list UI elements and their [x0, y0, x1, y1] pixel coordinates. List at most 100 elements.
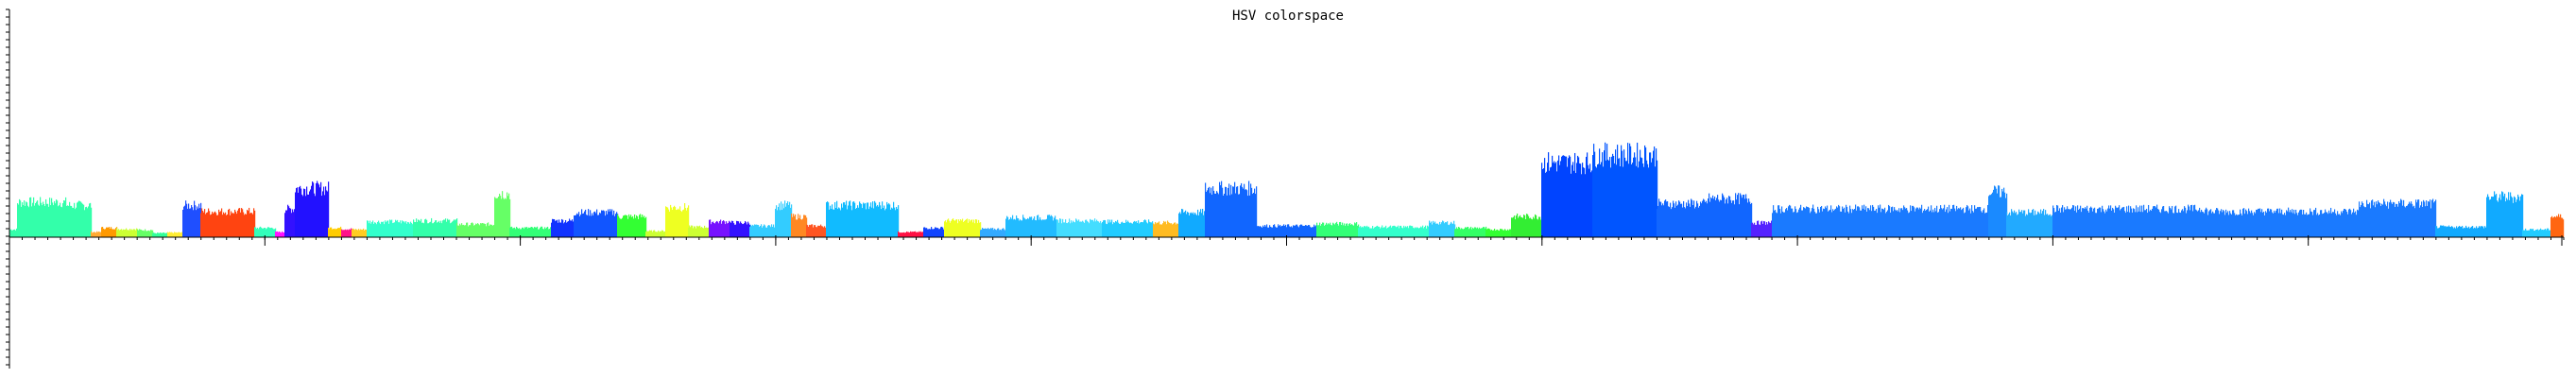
area-bar	[1543, 168, 1545, 237]
area-bar	[2507, 199, 2509, 237]
area-bar	[844, 202, 846, 237]
area-bar	[996, 230, 998, 237]
area-bar	[2437, 228, 2439, 237]
area-bar	[553, 218, 555, 237]
area-bar	[935, 227, 936, 237]
area-bar	[1411, 226, 1413, 237]
area-bar	[10, 229, 12, 237]
area-bar	[704, 225, 706, 237]
area-bar	[831, 208, 833, 237]
area-bar	[2008, 214, 2010, 237]
area-bar	[2070, 209, 2072, 237]
area-bar	[12, 230, 14, 237]
area-bar	[1898, 208, 1900, 237]
area-bar	[1873, 206, 1875, 237]
area-bar	[605, 215, 607, 237]
area-bar	[2014, 210, 2016, 237]
area-bar	[2317, 213, 2319, 237]
area-segment	[1708, 193, 1753, 237]
chart-title: HSV colorspace	[1231, 9, 1344, 24]
area-bar	[412, 224, 414, 237]
area-bar	[1654, 146, 1656, 237]
area-bar	[1926, 210, 1928, 237]
area-bar	[1059, 218, 1061, 237]
area-bar	[2160, 213, 2162, 237]
area-bar	[791, 213, 793, 237]
area-bar	[473, 225, 475, 237]
area-bar	[72, 207, 74, 237]
area-bar	[1615, 149, 1617, 237]
area-bar	[477, 223, 479, 237]
area-bar	[701, 227, 703, 237]
area-bar	[1700, 201, 1702, 237]
area-bar	[470, 225, 472, 237]
area-bar	[127, 230, 129, 237]
area-bar	[1939, 209, 1941, 237]
area-bar	[1670, 202, 1672, 237]
area-bar	[2005, 198, 2007, 237]
area-bar	[992, 228, 994, 237]
area-bar	[192, 207, 194, 237]
area-bar	[1271, 227, 1273, 237]
area-bar	[869, 206, 871, 237]
area-bar	[1457, 229, 1459, 237]
area-bar	[1903, 205, 1905, 237]
area-bar	[1727, 203, 1729, 237]
area-bar	[2369, 202, 2371, 237]
area-bar	[326, 190, 328, 237]
area-bar	[2191, 204, 2193, 237]
area-bar	[1814, 212, 1816, 237]
area-bar	[62, 203, 64, 237]
area-bar	[1541, 163, 1543, 237]
area-bar	[301, 194, 303, 237]
area-bar	[2258, 208, 2260, 237]
area-bar	[803, 215, 805, 237]
area-bar	[1022, 215, 1024, 237]
area-bar	[2047, 214, 2049, 237]
area-bar	[630, 215, 632, 237]
area-bar	[1637, 142, 1639, 237]
area-bar	[2097, 208, 2099, 237]
area-bar	[968, 222, 970, 237]
area-bar	[195, 205, 197, 237]
area-segment	[2052, 204, 2207, 237]
area-bar	[1483, 227, 1485, 237]
area-bar	[1492, 231, 1494, 237]
area-bar	[634, 214, 636, 237]
area-bar	[1664, 200, 1666, 237]
area-bar	[1334, 224, 1336, 237]
area-bar	[1950, 208, 1952, 237]
area-bar	[2299, 210, 2301, 237]
area-bar	[386, 220, 388, 237]
area-bar	[1797, 212, 1799, 237]
area-bar	[838, 207, 840, 237]
area-bar	[329, 229, 331, 237]
area-bar	[1213, 190, 1215, 237]
area-bar	[1875, 210, 1877, 237]
area-bar	[982, 228, 984, 237]
area-bar	[1368, 226, 1370, 237]
area-bar	[2182, 209, 2184, 237]
area-bar	[653, 230, 655, 237]
area-bar	[1010, 216, 1012, 237]
area-bar	[753, 225, 755, 237]
area-bar	[2252, 213, 2254, 237]
area-bar	[2491, 197, 2493, 237]
area-bar	[1960, 207, 1962, 237]
area-bar	[1840, 211, 1842, 237]
area-bar	[921, 232, 923, 237]
area-bar	[1515, 219, 1517, 237]
area-bar	[2549, 230, 2550, 237]
area-bar	[575, 215, 577, 237]
area-bar	[911, 232, 913, 237]
area-bar	[741, 222, 743, 237]
area-bar	[564, 222, 566, 237]
area-bar	[1944, 204, 1946, 237]
area-bar	[64, 200, 66, 237]
area-bar	[1287, 224, 1289, 237]
area-bar	[1639, 161, 1640, 237]
area-bar	[676, 210, 678, 237]
area-bar	[2172, 213, 2174, 237]
area-bar	[692, 225, 694, 237]
area-bar	[24, 200, 26, 237]
